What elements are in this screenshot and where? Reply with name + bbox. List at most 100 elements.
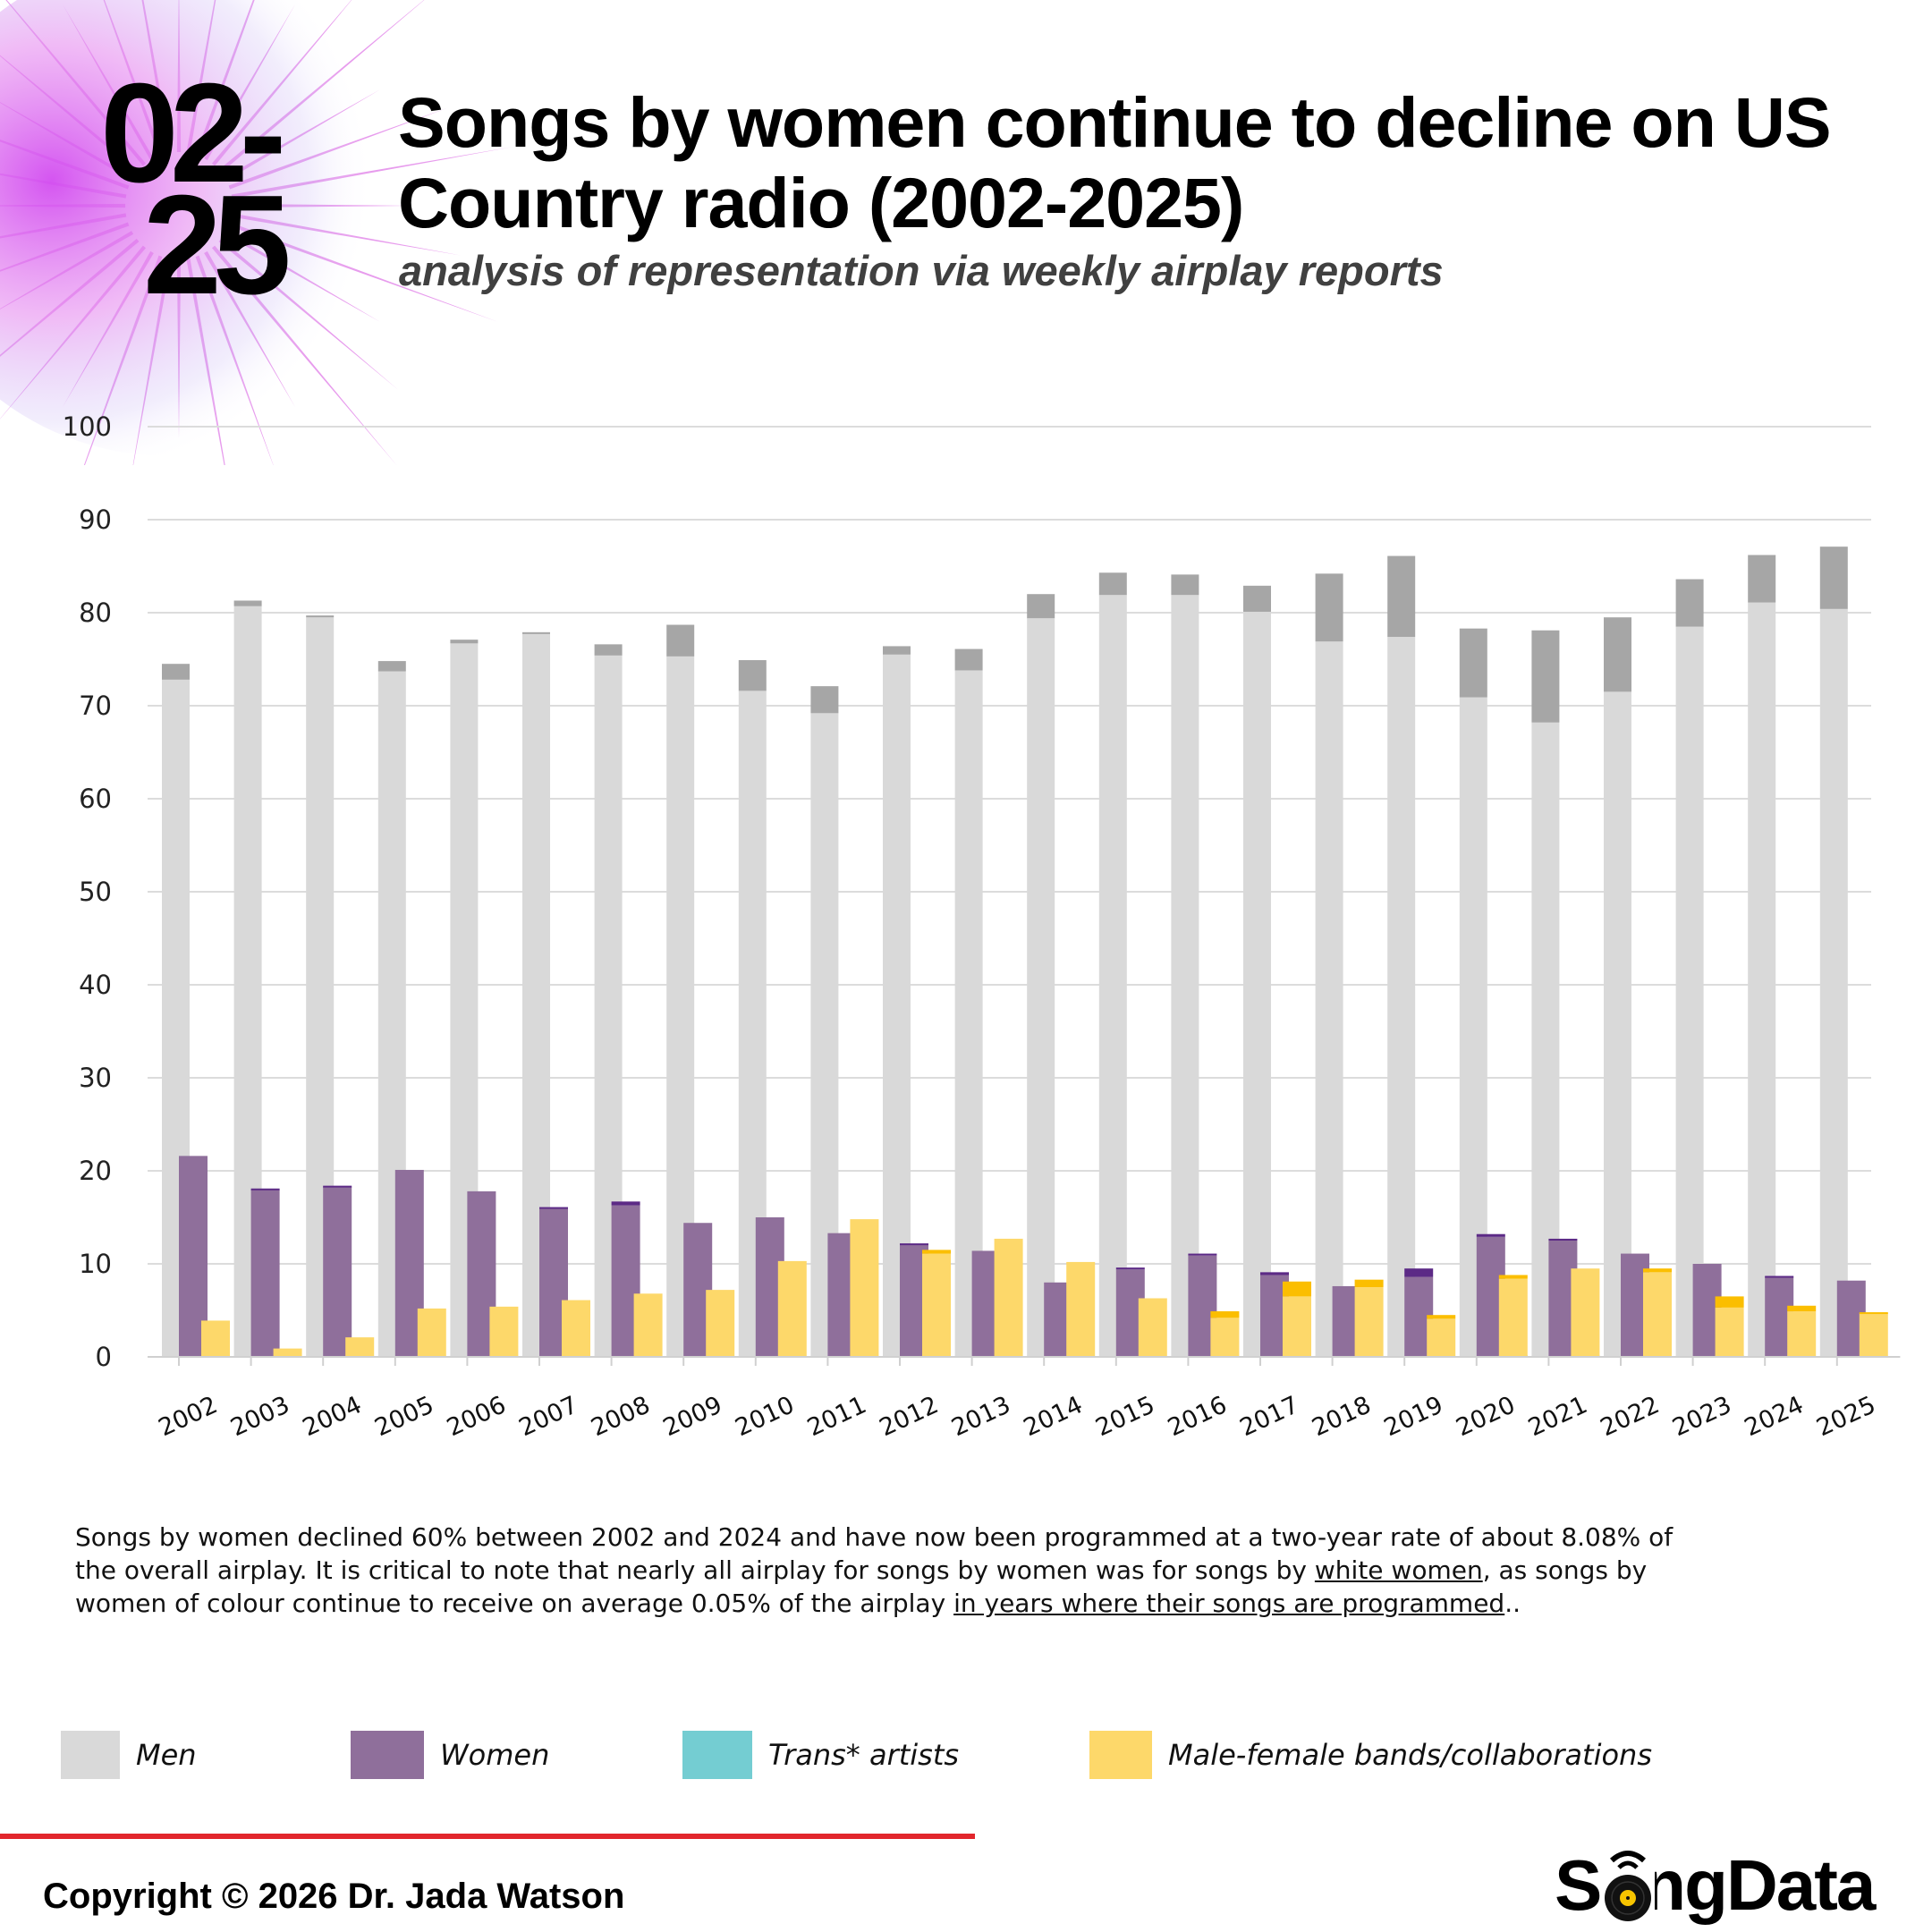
y-tick-label: 90 (79, 504, 112, 535)
note-text-2: , as songs by women of colour continue t… (75, 1555, 1648, 1618)
y-tick-label: 60 (79, 784, 112, 814)
legend-label-women: Women (440, 1738, 550, 1772)
collab-bar (345, 1337, 375, 1357)
collab-bar (1859, 1313, 1888, 1357)
x-tick-label: 2003 (226, 1391, 293, 1442)
legend-item-women: Women (351, 1730, 549, 1780)
women-bar-top (900, 1243, 928, 1246)
men-bar-top (1387, 555, 1416, 638)
collab-bar (417, 1308, 446, 1357)
collab-bar (489, 1306, 519, 1357)
y-tick-label: 70 (79, 691, 112, 721)
x-tick-label: 2021 (1524, 1391, 1591, 1442)
collab-bar (1283, 1296, 1311, 1357)
collab-bar (1138, 1298, 1167, 1357)
men-bar-top (1243, 585, 1271, 612)
x-tick-label: 2006 (443, 1391, 510, 1442)
x-tick-label: 2014 (1020, 1391, 1087, 1442)
men-bar-top (1098, 572, 1127, 596)
year-range-logo-bottom: 25 (143, 166, 292, 324)
legend-swatch-collab (1089, 1731, 1152, 1779)
chart-title-line-1: Songs by women continue to decline on US (398, 82, 1832, 162)
collab-bar (201, 1320, 230, 1357)
women-bar-top (1188, 1253, 1217, 1256)
men-bar (1315, 641, 1343, 1357)
men-bar-top (306, 615, 335, 618)
men-bar-top (810, 686, 839, 714)
vinyl-record-icon (1601, 1844, 1655, 1925)
y-axis-ticks: 0 10 20 30 40 50 60 70 80 90 100 (63, 411, 112, 1372)
legend-swatch-trans (682, 1731, 752, 1779)
legend-swatch-men (61, 1731, 120, 1779)
men-bar-top (1459, 628, 1487, 698)
year-range-logo-top: 02- (100, 55, 286, 212)
men-bar-top (522, 631, 550, 634)
x-tick-label: 2022 (1597, 1391, 1664, 1442)
x-tick-label: 2010 (731, 1391, 798, 1442)
women-bar-top (1548, 1238, 1578, 1241)
women-bar-top (1765, 1275, 1794, 1278)
copyright-text: Copyright © 2026 Dr. Jada Watson (43, 1877, 625, 1916)
men-bar-top (594, 644, 623, 656)
men-bar-top (1675, 579, 1704, 627)
women-bar-top (1260, 1272, 1289, 1275)
men-bar (1819, 608, 1848, 1357)
women-bar (323, 1186, 352, 1357)
x-tick-label: 2004 (299, 1391, 366, 1442)
y-tick-label: 80 (79, 597, 112, 628)
women-bar-top (1115, 1267, 1145, 1270)
chart-subtitle: analysis of representation via weekly ai… (399, 247, 1444, 294)
men-bar-top (883, 646, 911, 655)
collab-bar (1787, 1311, 1817, 1357)
collab-bar (1498, 1278, 1528, 1357)
x-tick-label: 2002 (155, 1391, 222, 1442)
men-bar-top (1027, 594, 1055, 619)
x-tick-label: 2009 (659, 1391, 726, 1442)
men-bar (1748, 602, 1776, 1357)
note-link-white-women[interactable]: white women (1314, 1555, 1483, 1585)
legend-swatch-women (351, 1731, 424, 1779)
collab-bar (273, 1348, 302, 1357)
collab-bar-top (1427, 1315, 1456, 1319)
legend-item-men: Men (61, 1730, 197, 1780)
chart-legend: Men Women Trans* artists Male-female ban… (61, 1730, 1850, 1780)
divider-line (0, 1834, 975, 1839)
men-bar-top (233, 600, 262, 606)
men-bar (1243, 611, 1271, 1357)
women-bar-top (1476, 1233, 1505, 1237)
collab-bar (1066, 1261, 1096, 1357)
men-bar-top (1819, 547, 1848, 609)
collab-bar-top (1354, 1279, 1384, 1287)
women-bar-top (323, 1185, 352, 1188)
note-link-years-programmed[interactable]: in years where their songs are programme… (953, 1589, 1505, 1618)
y-tick-label: 40 (79, 970, 112, 1000)
collab-bar (1427, 1318, 1456, 1357)
collab-bar-top (1643, 1268, 1672, 1273)
collab-bar-top (1787, 1305, 1817, 1312)
collab-bar (850, 1219, 879, 1357)
legend-label-collab: Male-female bands/collaborations (1168, 1738, 1652, 1772)
legend-label-men: Men (136, 1738, 197, 1772)
x-tick-label: 2024 (1741, 1391, 1808, 1442)
x-tick-label: 2008 (587, 1391, 654, 1442)
songdata-logo: SongData (1555, 1844, 1921, 1925)
x-tick-label: 2019 (1380, 1391, 1447, 1442)
y-tick-label: 10 (79, 1249, 112, 1279)
x-tick-label: 2023 (1668, 1391, 1735, 1442)
x-tick-label: 2011 (803, 1391, 870, 1442)
men-bar-top (1315, 573, 1343, 642)
collab-bar-top (1283, 1281, 1311, 1297)
x-tick-label: 2025 (1812, 1391, 1879, 1442)
y-tick-label: 20 (79, 1156, 112, 1186)
men-bar (1675, 626, 1704, 1357)
y-tick-label: 30 (79, 1063, 112, 1093)
note-text-3: .. (1504, 1589, 1521, 1618)
legend-item-collab: Male-female bands/collaborations (1089, 1730, 1652, 1780)
women-bar-top (250, 1188, 280, 1191)
men-bar-top (738, 660, 767, 691)
collab-bar (562, 1300, 590, 1357)
starburst-decoration (0, 0, 514, 465)
women-bar-top (539, 1207, 568, 1209)
men-bar-top (377, 661, 406, 672)
men-bar (1027, 618, 1055, 1357)
